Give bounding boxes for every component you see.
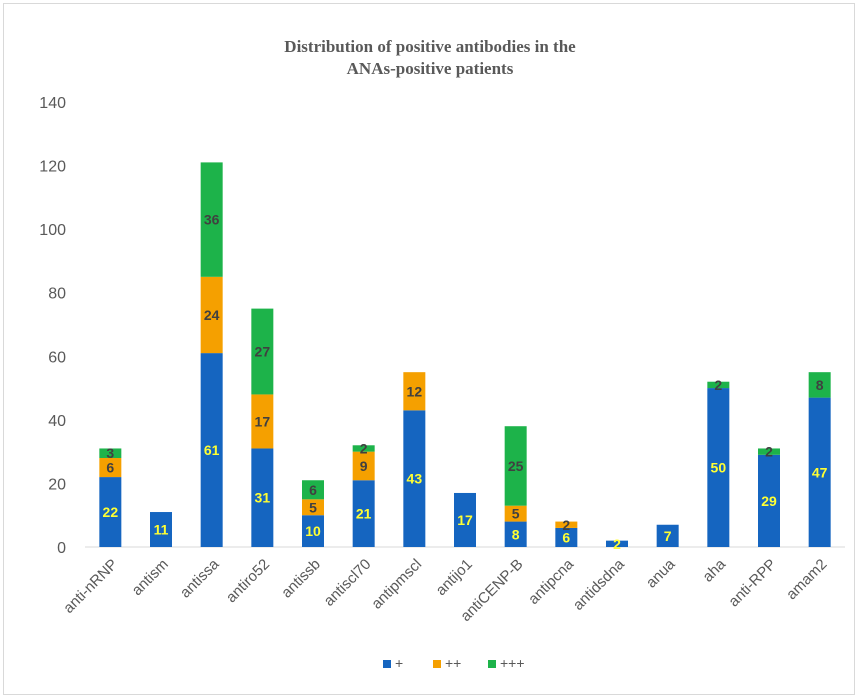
bar-segment xyxy=(251,448,274,547)
legend-swatch xyxy=(433,660,441,668)
data-label: 5 xyxy=(309,499,317,515)
chart-title-line1: Distribution of positive antibodies in t… xyxy=(284,37,576,56)
bar-segment xyxy=(504,505,527,522)
bar-segment xyxy=(200,276,223,354)
data-label: 6 xyxy=(562,529,570,545)
data-label: 8 xyxy=(816,377,824,393)
legend-swatch xyxy=(383,660,391,668)
bar-segment xyxy=(403,372,426,411)
data-label: 9 xyxy=(360,458,368,474)
bar-segment xyxy=(352,480,375,547)
x-tick-label: antidsdna xyxy=(570,555,628,613)
data-label: 10 xyxy=(305,523,321,539)
x-tick-label: antism xyxy=(129,556,172,599)
x-tick-label: aha xyxy=(699,555,729,585)
x-tick-label: anti-nRNP xyxy=(60,556,121,617)
bar-segment xyxy=(454,492,476,547)
bar-segment xyxy=(251,308,274,395)
bar-segment xyxy=(808,397,831,547)
data-label: 21 xyxy=(356,506,372,522)
chart-frame: Distribution of positive antibodies in t… xyxy=(3,3,855,695)
bar-segment xyxy=(758,448,780,455)
bar-segment xyxy=(707,381,730,389)
bar-segment xyxy=(656,524,679,547)
bar-segment xyxy=(555,527,578,547)
y-tick-label: 80 xyxy=(48,286,66,303)
bar-segment xyxy=(403,410,426,547)
bar-segment xyxy=(99,458,122,478)
data-label: 25 xyxy=(508,458,524,474)
data-label: 3 xyxy=(106,445,114,461)
data-label: 31 xyxy=(255,490,271,506)
bar-segment xyxy=(99,448,122,458)
bar-segment xyxy=(808,372,831,398)
bar-segment xyxy=(150,512,172,547)
bar-segment xyxy=(302,499,324,516)
legend-label: + xyxy=(395,655,403,671)
bar-segment xyxy=(606,540,628,547)
data-label: 8 xyxy=(512,526,520,542)
data-label: 24 xyxy=(204,307,220,323)
bar-segment xyxy=(352,445,375,452)
bar-segment xyxy=(200,162,223,277)
y-tick-label: 120 xyxy=(39,159,66,176)
data-label: 22 xyxy=(103,504,119,520)
x-tick-label: antiscl70 xyxy=(321,556,375,610)
data-label: 6 xyxy=(106,460,114,476)
chart-title: Distribution of positive antibodies in t… xyxy=(4,36,856,80)
data-label: 12 xyxy=(407,383,423,399)
y-tick-label: 40 xyxy=(48,413,66,430)
x-tick-label: antissa xyxy=(177,555,223,601)
chart-title-line2: ANAs-positive patients xyxy=(346,59,514,78)
x-tick-label: anua xyxy=(643,555,679,591)
bar-segment xyxy=(504,521,527,547)
bar-segment xyxy=(302,515,324,547)
x-tick-label: amam2 xyxy=(783,556,830,603)
data-label: 5 xyxy=(512,506,520,522)
data-label: 7 xyxy=(664,528,672,544)
data-label: 27 xyxy=(255,344,271,360)
x-tick-label: antijo1 xyxy=(433,556,476,599)
x-tick-label: antiro52 xyxy=(223,556,273,606)
data-label: 6 xyxy=(309,482,317,498)
data-label: 2 xyxy=(714,377,722,393)
x-tick-label: antipcna xyxy=(525,555,578,608)
data-label: 2 xyxy=(765,444,773,460)
data-label: 17 xyxy=(457,512,473,528)
bar-segment xyxy=(555,521,578,528)
data-label: 2 xyxy=(562,517,570,533)
bar-segment xyxy=(707,388,730,547)
data-label: 2 xyxy=(613,536,621,552)
data-label: 61 xyxy=(204,442,220,458)
x-tick-label: antissb xyxy=(278,556,324,602)
y-tick-label: 0 xyxy=(57,540,66,557)
bar-segment xyxy=(99,477,122,547)
data-label: 50 xyxy=(711,460,727,476)
data-label: 29 xyxy=(761,493,777,509)
data-label: 36 xyxy=(204,212,220,228)
bar-segment xyxy=(251,394,274,449)
data-label: 47 xyxy=(812,464,828,480)
y-tick-label: 100 xyxy=(39,222,66,239)
y-tick-label: 20 xyxy=(48,476,66,493)
x-tick-label: antipmscl xyxy=(368,556,425,613)
bar-segment xyxy=(758,454,780,547)
legend-label: ++ xyxy=(445,655,461,671)
x-tick-label: anti-RPP xyxy=(725,556,779,610)
legend-swatch xyxy=(488,660,496,668)
data-label: 43 xyxy=(407,471,423,487)
bar-segment xyxy=(352,451,375,481)
bar-segment xyxy=(504,426,527,506)
y-tick-label: 60 xyxy=(48,349,66,366)
bar-segment xyxy=(302,480,324,500)
legend-label: +++ xyxy=(500,655,525,671)
data-label: 17 xyxy=(255,413,271,429)
data-label: 2 xyxy=(360,440,368,456)
bar-segment xyxy=(200,353,223,547)
data-label: 11 xyxy=(154,522,169,538)
y-tick-label: 140 xyxy=(39,95,66,112)
